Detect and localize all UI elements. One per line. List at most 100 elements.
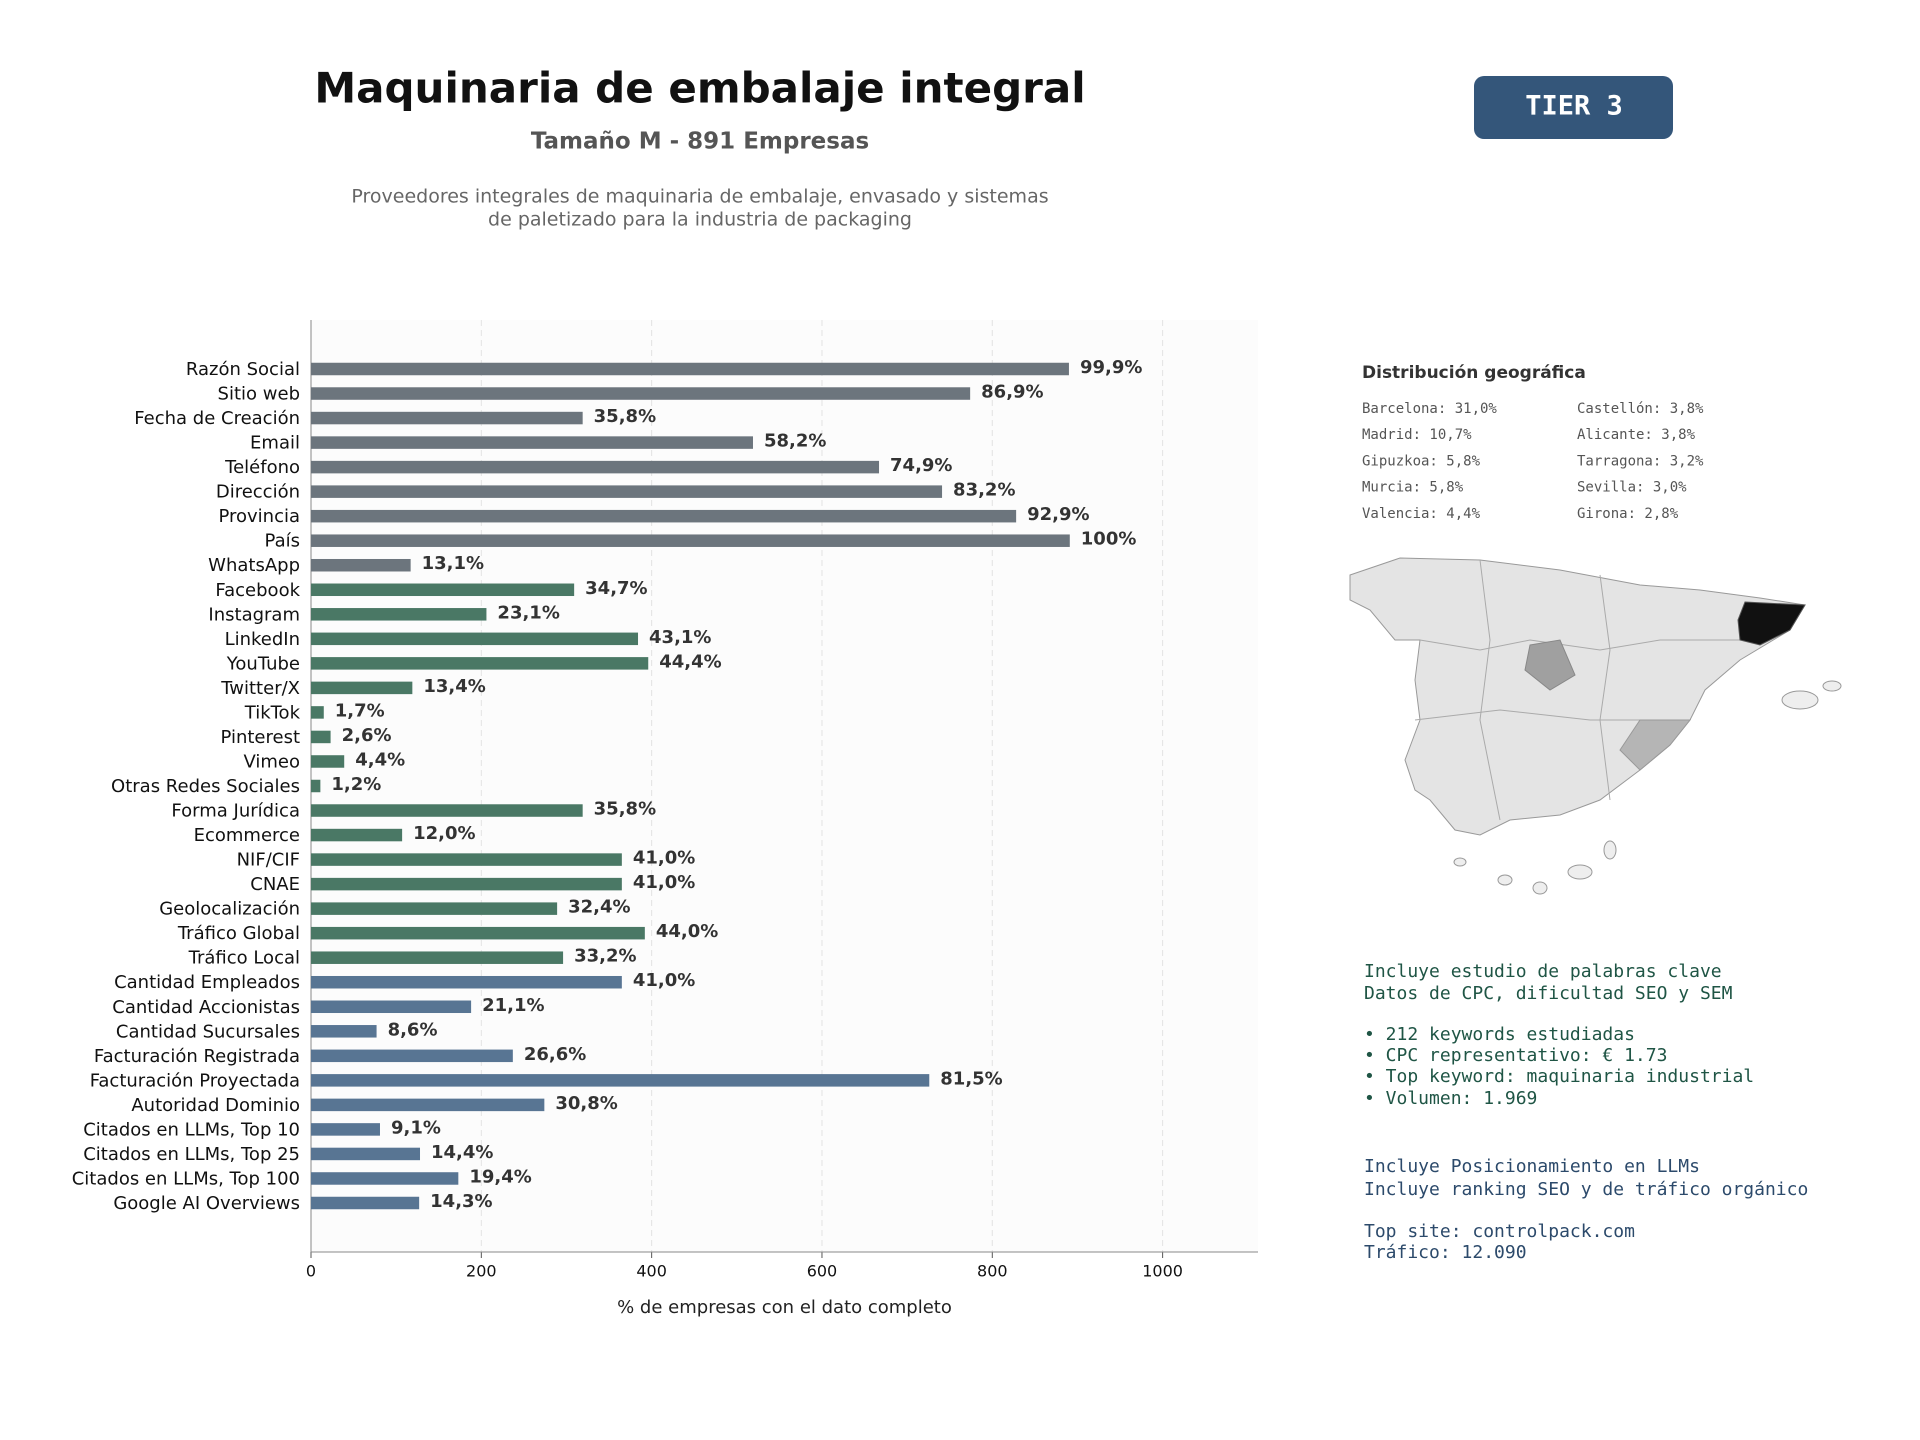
value-label: 21,1% (482, 995, 544, 1016)
bar (311, 411, 583, 425)
y-tick-label: Cantidad Accionistas (112, 997, 300, 1018)
y-tick-label: Sitio web (218, 384, 300, 405)
y-tick-label: Facebook (215, 580, 300, 601)
bar (311, 853, 622, 866)
y-tick-label: Cantidad Empleados (114, 972, 300, 993)
map (1349, 557, 1842, 895)
geo-item: Alicante: 3,8% (1577, 427, 1696, 443)
value-label: 30,8% (555, 1093, 617, 1114)
bar (311, 951, 564, 964)
geo-item: Girona: 2,8% (1577, 506, 1679, 522)
value-label: 4,4% (355, 749, 405, 770)
value-label: 34,7% (585, 578, 647, 599)
info-line: • Volumen: 1.969 (1364, 1088, 1537, 1109)
value-label: 58,2% (764, 431, 826, 452)
bar (311, 657, 649, 670)
y-tick-label: Forma Jurídica (171, 801, 300, 822)
y-tick-label: Facturación Registrada (94, 1046, 300, 1067)
y-tick-label: Tráfico Local (188, 948, 300, 969)
geo-item: Murcia: 5,8% (1362, 480, 1464, 496)
value-label: 99,9% (1080, 357, 1142, 378)
bar (311, 730, 331, 744)
bar (311, 681, 413, 695)
info-line: Incluye ranking SEO y de tráfico orgánic… (1364, 1179, 1808, 1200)
bar (311, 902, 558, 915)
value-label: 41,0% (633, 848, 695, 869)
y-tick-label: Fecha de Creación (134, 408, 300, 429)
value-label: 12,0% (413, 823, 475, 844)
bar (311, 1196, 420, 1210)
bar (311, 1000, 472, 1014)
bar (311, 779, 321, 793)
y-tick-label: Provincia (218, 506, 300, 527)
y-tick-label: Autoridad Dominio (131, 1095, 300, 1116)
chart-title: Maquinaria de embalaje integral (314, 64, 1085, 113)
info-line: Top site: controlpack.com (1364, 1221, 1635, 1242)
y-tick-label: Teléfono (224, 457, 300, 478)
value-label: 81,5% (940, 1068, 1002, 1089)
bar (311, 926, 645, 940)
geo-item: Gipuzkoa: 5,8% (1362, 453, 1481, 469)
y-tick-label: Geolocalización (159, 899, 300, 920)
info-line: Incluye Posicionamiento en LLMs (1364, 1156, 1700, 1177)
value-label: 92,9% (1027, 504, 1089, 525)
y-tick-label: Google AI Overviews (113, 1193, 300, 1214)
bar (311, 828, 403, 842)
y-tick-label: Email (250, 433, 300, 454)
value-label: 23,1% (497, 602, 559, 623)
y-tick-label: YouTube (226, 653, 300, 674)
y-tick-label: Citados en LLMs, Top 10 (83, 1119, 300, 1140)
x-axis-label: % de empresas con el dato completo (617, 1297, 952, 1318)
bar (311, 632, 639, 646)
value-label: 74,9% (890, 455, 952, 476)
bar (311, 1074, 930, 1087)
y-tick-label: Facturación Proyectada (90, 1070, 300, 1091)
bar (311, 485, 943, 498)
geo-item: Castellón: 3,8% (1577, 401, 1704, 417)
bar (311, 877, 622, 891)
value-label: 41,0% (633, 970, 695, 991)
bar (311, 804, 583, 817)
value-label: 14,3% (430, 1191, 492, 1212)
bar (311, 975, 622, 989)
info-line: • 212 keywords estudiadas (1364, 1024, 1635, 1045)
y-tick-label: WhatsApp (208, 555, 300, 576)
y-tick-label: Razón Social (186, 359, 300, 380)
info-line: Datos de CPC, dificultad SEO y SEM (1364, 983, 1733, 1004)
y-tick-label: Dirección (216, 482, 300, 503)
info-line: Incluye estudio de palabras clave (1364, 961, 1722, 982)
bar (311, 1123, 380, 1136)
y-tick-label: NIF/CIF (237, 850, 300, 871)
value-label: 14,4% (431, 1142, 493, 1163)
value-label: 44,4% (659, 651, 721, 672)
y-tick-label: TikTok (244, 702, 301, 723)
bar (311, 706, 324, 719)
y-tick-label: Cantidad Sucursales (116, 1021, 300, 1042)
description: Proveedores integrales de maquinaria de … (351, 186, 1048, 208)
bar (311, 509, 1017, 523)
y-tick-label: Ecommerce (194, 825, 300, 846)
y-tick-label: Instagram (208, 604, 300, 625)
value-label: 35,8% (594, 799, 656, 820)
geo-item: Madrid: 10,7% (1362, 427, 1472, 443)
y-tick-label: Vimeo (243, 751, 300, 772)
x-tick-label: 800 (977, 1262, 1008, 1281)
x-tick-label: 400 (636, 1262, 667, 1281)
value-label: 1,2% (331, 774, 381, 795)
x-tick-label: 600 (807, 1262, 838, 1281)
info-line: • CPC representativo: € 1.73 (1364, 1045, 1667, 1066)
y-tick-label: País (265, 531, 300, 552)
value-label: 33,2% (574, 946, 636, 967)
value-label: 32,4% (568, 897, 630, 918)
value-label: 35,8% (594, 406, 656, 427)
value-label: 9,1% (391, 1117, 441, 1138)
value-label: 19,4% (469, 1166, 531, 1187)
subtitle: Tamaño M - 891 Empresas (531, 129, 869, 155)
bar (311, 436, 753, 449)
bar (311, 1025, 377, 1038)
value-label: 26,6% (524, 1044, 586, 1065)
value-label: 86,9% (981, 382, 1043, 403)
badge-text: TIER 3 (1525, 91, 1623, 122)
bar (311, 1049, 513, 1063)
badge (1474, 76, 1673, 139)
